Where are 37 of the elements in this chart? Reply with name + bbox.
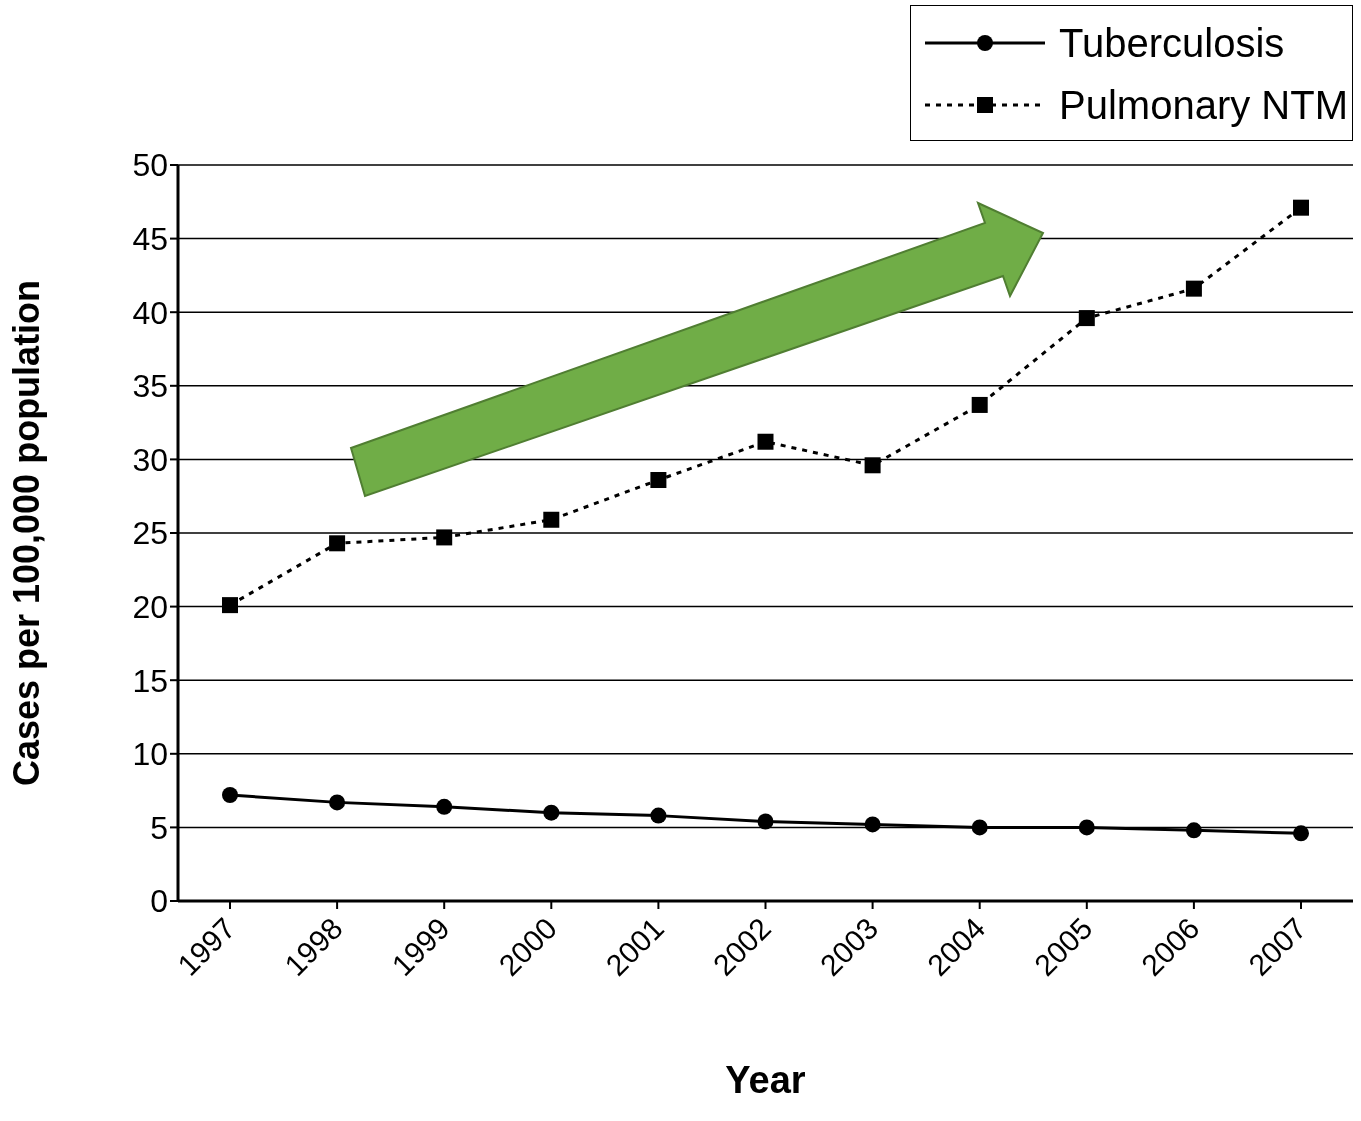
point (329, 535, 346, 552)
y-tick-label: 25 (132, 515, 168, 552)
point (436, 529, 453, 546)
y-tick-label: 20 (132, 588, 168, 625)
point (222, 597, 238, 614)
point (650, 472, 667, 489)
y-tick-label: 5 (150, 809, 168, 846)
point (650, 807, 667, 824)
point (543, 804, 560, 821)
point (971, 819, 988, 836)
point (1293, 825, 1309, 842)
point (757, 433, 774, 450)
y-tick-label: 45 (132, 220, 168, 257)
point (864, 816, 881, 833)
point (864, 457, 881, 474)
y-axis-title: Cases per 100,000 population (5, 279, 47, 787)
y-tick-label: 50 (132, 147, 168, 184)
y-tick-label: 30 (132, 441, 168, 478)
y-tick-label: 10 (132, 736, 168, 773)
x-axis-title: Year (725, 1059, 806, 1101)
point (222, 787, 238, 804)
y-tick-label: 0 (150, 883, 168, 920)
y-tick-label: 15 (132, 662, 168, 699)
point (971, 396, 988, 413)
point (757, 813, 774, 830)
y-tick-label: 35 (132, 368, 168, 405)
point (1078, 819, 1095, 836)
point (1078, 310, 1095, 327)
point (329, 794, 346, 811)
point (1185, 280, 1202, 297)
y-tick-label: 40 (132, 294, 168, 331)
point (436, 798, 453, 815)
point (1293, 199, 1309, 216)
point (543, 511, 560, 528)
point (1185, 822, 1202, 839)
legend-label: Pulmonary NTM (1059, 82, 1348, 128)
legend-label: Tuberculosis (1059, 20, 1285, 66)
